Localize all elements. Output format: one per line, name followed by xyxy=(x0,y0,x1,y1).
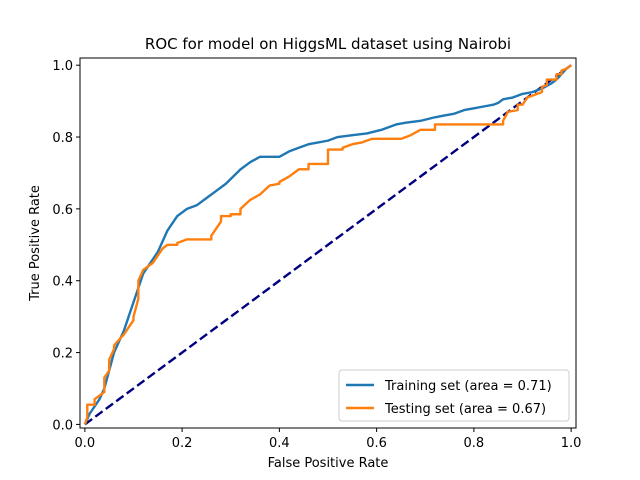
x-axis-label: False Positive Rate xyxy=(268,456,389,471)
axes-frame xyxy=(79,57,577,429)
legend-label: Training set (area = 0.71) xyxy=(384,379,552,394)
y-tick-label: 0.0 xyxy=(52,418,73,433)
y-tick-label: 0.8 xyxy=(52,131,73,146)
x-tick-label: 1.0 xyxy=(561,436,582,451)
y-axis-label: True Positive Rate xyxy=(28,185,43,302)
series-line-1 xyxy=(83,64,572,425)
axis-ticks: 0.0 0.2 0.4 0.6 0.8 1.0 0.0 0.2 0.4 0.6 0.8 1.0 xyxy=(52,59,581,451)
y-tick-label: 0.2 xyxy=(52,347,73,362)
x-tick-label: 0.4 xyxy=(269,436,290,451)
x-tick-label: 0.2 xyxy=(172,436,193,451)
y-tick-label: 1.0 xyxy=(52,59,73,74)
x-tick-label: 0.6 xyxy=(366,436,387,451)
y-tick-label: 0.4 xyxy=(52,275,73,290)
x-tick-label: 0.0 xyxy=(75,436,96,451)
legend-box xyxy=(338,369,570,422)
chart-title: ROC for model on HiggsML dataset using N… xyxy=(145,35,511,53)
y-tick-label: 0.6 xyxy=(52,203,73,218)
plot-area xyxy=(83,64,572,426)
legend-label: Testing set (area = 0.67) xyxy=(384,402,546,417)
series-line-0 xyxy=(83,64,572,425)
x-tick-label: 0.8 xyxy=(464,436,485,451)
legend: Training set (area = 0.71) Testing set (a… xyxy=(338,369,570,422)
chance-diagonal-line xyxy=(84,64,572,426)
